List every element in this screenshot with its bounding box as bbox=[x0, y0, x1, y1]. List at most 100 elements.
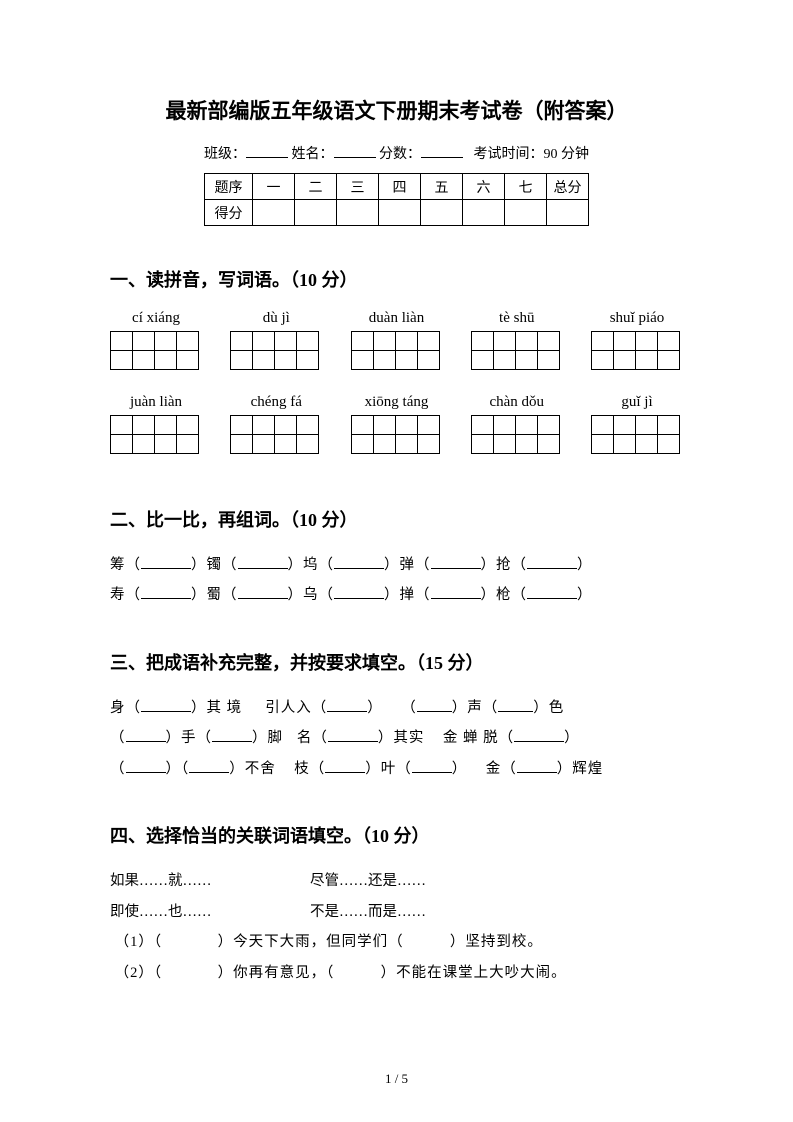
write-box-row bbox=[110, 415, 683, 454]
score-cell[interactable] bbox=[379, 200, 421, 226]
table-row: 题序 一 二 三 四 五 六 七 总分 bbox=[205, 174, 589, 200]
score-cell[interactable] bbox=[547, 200, 589, 226]
page-title: 最新部编版五年级语文下册期末考试卷（附答案） bbox=[110, 95, 683, 125]
q4-options: 即使……也…… 不是……而是…… bbox=[110, 897, 683, 927]
score-cell[interactable] bbox=[253, 200, 295, 226]
col-head: 四 bbox=[379, 174, 421, 200]
q2-head: 二、比一比，再组词。（10 分） bbox=[110, 506, 683, 532]
txt: （ bbox=[401, 700, 417, 716]
write-box[interactable] bbox=[110, 331, 202, 370]
write-box-row bbox=[110, 331, 683, 370]
txt: （ bbox=[110, 730, 126, 746]
write-box[interactable] bbox=[110, 415, 202, 454]
blank[interactable] bbox=[527, 585, 577, 599]
write-box[interactable] bbox=[230, 415, 322, 454]
blank[interactable] bbox=[327, 698, 367, 712]
blank[interactable] bbox=[517, 759, 557, 773]
q3-line1: 身（）其 境 引人入（） （）声（）色 bbox=[110, 693, 683, 723]
q2-line2: 寿（）蜀（）乌（）掸（）枪（） bbox=[110, 580, 683, 610]
q4-sent2: （2）（ ）你再有意见，（ ）不能在课堂上大吵大闹。 bbox=[110, 958, 683, 988]
blank[interactable] bbox=[334, 555, 384, 569]
txt: 枝（ bbox=[294, 761, 325, 777]
col-head: 六 bbox=[463, 174, 505, 200]
blank[interactable] bbox=[238, 585, 288, 599]
opt: 尽管……还是…… bbox=[310, 866, 426, 896]
write-box[interactable] bbox=[351, 331, 443, 370]
txt: ）掸（ bbox=[384, 587, 431, 603]
col-head: 总分 bbox=[547, 174, 589, 200]
blank[interactable] bbox=[514, 728, 564, 742]
pinyin: xiōng táng bbox=[351, 394, 443, 411]
blank[interactable] bbox=[126, 759, 166, 773]
class-blank[interactable] bbox=[246, 144, 288, 158]
txt: 金 蝉 脱（ bbox=[443, 730, 514, 746]
blank[interactable] bbox=[328, 728, 378, 742]
txt: （1）（ bbox=[115, 934, 163, 950]
blank[interactable] bbox=[431, 555, 481, 569]
pinyin-row: juàn liàn chéng fá xiōng táng chàn dǒu g… bbox=[110, 394, 683, 411]
pinyin-row: cí xiáng dù jì duàn liàn tè shū shuǐ piá… bbox=[110, 310, 683, 327]
blank[interactable] bbox=[189, 759, 229, 773]
write-box[interactable] bbox=[471, 331, 563, 370]
txt: ）色 bbox=[533, 700, 564, 716]
col-head: 五 bbox=[421, 174, 463, 200]
opt: 如果……就…… bbox=[110, 866, 310, 896]
col-head: 七 bbox=[505, 174, 547, 200]
pinyin: chàn dǒu bbox=[471, 394, 563, 411]
blank[interactable] bbox=[141, 555, 191, 569]
score-cell[interactable] bbox=[421, 200, 463, 226]
score-cell[interactable] bbox=[505, 200, 547, 226]
write-box[interactable] bbox=[230, 331, 322, 370]
txt: （2）（ bbox=[115, 965, 163, 981]
blank[interactable] bbox=[412, 759, 452, 773]
score-cell[interactable] bbox=[463, 200, 505, 226]
score-cell[interactable] bbox=[337, 200, 379, 226]
blank[interactable] bbox=[325, 759, 365, 773]
blank[interactable] bbox=[141, 585, 191, 599]
q4-sent1: （1）（ ）今天下大雨，但同学们（ ）坚持到校。 bbox=[110, 927, 683, 957]
write-box[interactable] bbox=[351, 415, 443, 454]
q1-head: 一、读拼音，写词语。（10 分） bbox=[110, 266, 683, 292]
txt: ） bbox=[564, 730, 580, 746]
pinyin: cí xiáng bbox=[110, 310, 202, 327]
pinyin: dù jì bbox=[230, 310, 322, 327]
blank[interactable] bbox=[527, 555, 577, 569]
txt: ）其实 bbox=[378, 730, 425, 746]
blank[interactable] bbox=[417, 698, 452, 712]
exam-page: 最新部编版五年级语文下册期末考试卷（附答案） 班级： 姓名： 分数： 考试时间：… bbox=[0, 0, 793, 1122]
txt: ）弹（ bbox=[384, 557, 431, 573]
txt: ） bbox=[452, 761, 468, 777]
write-box[interactable] bbox=[471, 415, 563, 454]
class-label: 班级： bbox=[204, 147, 246, 162]
txt: ）坚持到校。 bbox=[450, 934, 543, 950]
write-box[interactable] bbox=[591, 331, 683, 370]
blank[interactable] bbox=[238, 555, 288, 569]
q4-options: 如果……就…… 尽管……还是…… bbox=[110, 866, 683, 896]
blank[interactable] bbox=[498, 698, 533, 712]
txt: 名（ bbox=[297, 730, 328, 746]
score-table: 题序 一 二 三 四 五 六 七 总分 得分 bbox=[204, 173, 589, 226]
name-blank[interactable] bbox=[334, 144, 376, 158]
txt: 金（ bbox=[486, 761, 517, 777]
txt: ）（ bbox=[166, 761, 190, 777]
txt: ）脚 bbox=[252, 730, 283, 746]
blank[interactable] bbox=[212, 728, 252, 742]
blank[interactable] bbox=[126, 728, 166, 742]
write-box[interactable] bbox=[591, 415, 683, 454]
col-head: 二 bbox=[295, 174, 337, 200]
txt: ）不能在课堂上大吵大闹。 bbox=[381, 965, 567, 981]
col-head: 三 bbox=[337, 174, 379, 200]
txt: ）坞（ bbox=[288, 557, 335, 573]
blank[interactable] bbox=[431, 585, 481, 599]
row-label: 得分 bbox=[205, 200, 253, 226]
txt: ）乌（ bbox=[288, 587, 335, 603]
q3-line2: （）手（）脚 名（）其实 金 蝉 脱（） bbox=[110, 723, 683, 753]
blank[interactable] bbox=[141, 698, 191, 712]
blank[interactable] bbox=[334, 585, 384, 599]
pinyin: shuǐ piáo bbox=[591, 310, 683, 327]
txt: 引人入（ bbox=[265, 700, 327, 716]
score-blank[interactable] bbox=[421, 144, 463, 158]
time-label: 考试时间：90 分钟 bbox=[474, 147, 590, 162]
txt: ）辉煌 bbox=[557, 761, 604, 777]
score-cell[interactable] bbox=[295, 200, 337, 226]
